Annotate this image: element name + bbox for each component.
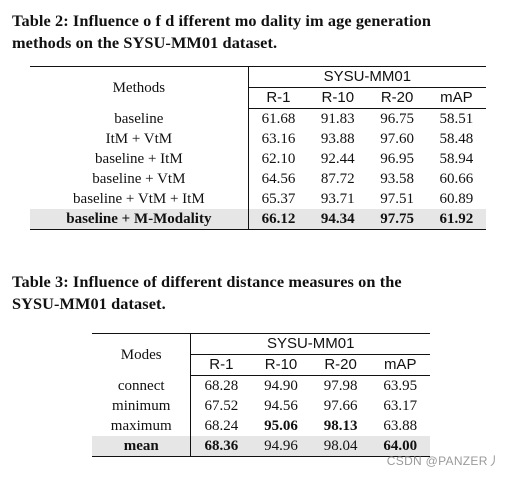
table2-row-label: ItM + VtM bbox=[30, 129, 249, 149]
table-cell: 68.24 bbox=[204, 418, 239, 434]
table-cell: 91.83 bbox=[320, 111, 355, 127]
table3-row-label: connect bbox=[92, 375, 192, 396]
table-cell: 96.95 bbox=[380, 151, 414, 167]
table2-col-map: mAP bbox=[426, 87, 486, 109]
table-cell: 61.92 bbox=[439, 211, 474, 227]
table-cell: 63.17 bbox=[383, 398, 418, 414]
table-cell: 63.88 bbox=[383, 418, 418, 434]
table-cell: 97.75 bbox=[380, 211, 414, 227]
table-cell: 93.88 bbox=[320, 131, 355, 147]
table3-group-header: SYSU-MM01 bbox=[190, 333, 430, 355]
table-row: ItM + VtM 63.16 93.88 97.60 58.48 bbox=[30, 129, 486, 149]
table2-row-header: Methods bbox=[30, 66, 249, 109]
table-cell: 58.51 bbox=[439, 111, 474, 127]
table-row-highlighted: mean 68.36 94.96 98.04 64.00 bbox=[92, 436, 430, 457]
table-row: maximum 68.24 95.06 98.13 63.88 bbox=[92, 416, 430, 436]
table3-col-r10: R-10 bbox=[251, 354, 311, 376]
table2-col-r10: R-10 bbox=[308, 87, 368, 109]
table-row-highlighted: baseline + M-Modality 66.12 94.34 97.75 … bbox=[30, 209, 486, 230]
table2-row-label: baseline + VtM + ItM bbox=[30, 189, 249, 209]
table2-row-label: baseline + VtM bbox=[30, 169, 249, 189]
table-cell: 97.98 bbox=[323, 378, 358, 394]
table-cell: 67.52 bbox=[204, 398, 239, 414]
table2-group-header: SYSU-MM01 bbox=[248, 66, 486, 88]
table-row: baseline 61.68 91.83 96.75 58.51 bbox=[30, 108, 486, 129]
table2: Methods SYSU-MM01 R-1 R-10 R-20 mAP base… bbox=[30, 66, 486, 230]
table-cell: 92.44 bbox=[320, 151, 355, 167]
table-cell: 60.89 bbox=[439, 191, 474, 207]
table2-row-label: baseline + ItM bbox=[30, 149, 249, 169]
table2-caption: Table 2: Influence o f d ifferent mo dal… bbox=[12, 10, 502, 54]
table3-caption-line2: SYSU-MM01 dataset. bbox=[12, 294, 166, 313]
table2-col-r1: R-1 bbox=[248, 87, 309, 109]
table2-row-label: baseline bbox=[30, 108, 249, 129]
table-cell: 97.51 bbox=[380, 191, 414, 207]
table-row: baseline + VtM + ItM 65.37 93.71 97.51 6… bbox=[30, 189, 486, 209]
table-cell: 65.37 bbox=[261, 191, 296, 207]
table-cell: 62.10 bbox=[261, 151, 296, 167]
table-cell: 96.75 bbox=[380, 111, 414, 127]
table3-col-map: mAP bbox=[370, 354, 430, 376]
table-row: baseline + ItM 62.10 92.44 96.95 58.94 bbox=[30, 149, 486, 169]
table-cell: 60.66 bbox=[439, 171, 474, 187]
table3-row-header: Modes bbox=[92, 333, 192, 376]
table-row: minimum 67.52 94.56 97.66 63.17 bbox=[92, 396, 430, 416]
table-cell-best: 98.13 bbox=[323, 418, 358, 434]
table3-row-label: maximum bbox=[92, 416, 192, 436]
table-cell: 94.96 bbox=[264, 438, 298, 454]
table-cell: 94.34 bbox=[320, 211, 355, 227]
table3-caption: Table 3: Influence of different distance… bbox=[12, 271, 502, 315]
table-cell: 61.68 bbox=[261, 111, 296, 127]
table-row: baseline + VtM 64.56 87.72 93.58 60.66 bbox=[30, 169, 486, 189]
table-cell: 94.90 bbox=[264, 378, 298, 394]
table-cell: 94.56 bbox=[264, 398, 298, 414]
table-cell: 66.12 bbox=[261, 211, 296, 227]
table-cell: 97.60 bbox=[380, 131, 414, 147]
table3-caption-line1: Table 3: Influence of different distance… bbox=[12, 272, 402, 291]
table-row: connect 68.28 94.90 97.98 63.95 bbox=[92, 375, 430, 396]
table-cell: 68.28 bbox=[204, 378, 239, 394]
table3: Modes SYSU-MM01 R-1 R-10 R-20 mAP connec… bbox=[92, 333, 430, 457]
table2-col-r20: R-20 bbox=[367, 87, 427, 109]
table-cell: 58.48 bbox=[439, 131, 474, 147]
table-cell-best: 95.06 bbox=[264, 418, 298, 434]
table3-row-label: mean bbox=[92, 436, 192, 457]
table-cell-best: 64.00 bbox=[383, 438, 418, 454]
table-cell-best: 68.36 bbox=[204, 438, 239, 454]
table2-row-label: baseline + M-Modality bbox=[30, 209, 249, 230]
table-cell: 63.95 bbox=[383, 378, 418, 394]
table-cell: 93.71 bbox=[320, 191, 355, 207]
table2-caption-line1: Table 2: Influence o f d ifferent mo dal… bbox=[12, 11, 431, 30]
table-cell: 58.94 bbox=[439, 151, 474, 167]
table-cell: 93.58 bbox=[380, 171, 414, 187]
table-cell: 64.56 bbox=[261, 171, 296, 187]
table3-col-r1: R-1 bbox=[190, 354, 252, 376]
watermark: CSDN @PANZER丿 bbox=[386, 454, 500, 468]
table3-col-r20: R-20 bbox=[310, 354, 371, 376]
table-cell: 87.72 bbox=[320, 171, 355, 187]
table-cell: 98.04 bbox=[323, 438, 358, 454]
table-cell: 97.66 bbox=[323, 398, 358, 414]
table-cell: 63.16 bbox=[261, 131, 296, 147]
table2-caption-line2: methods on the SYSU-MM01 dataset. bbox=[12, 33, 278, 52]
table3-row-label: minimum bbox=[92, 396, 192, 416]
